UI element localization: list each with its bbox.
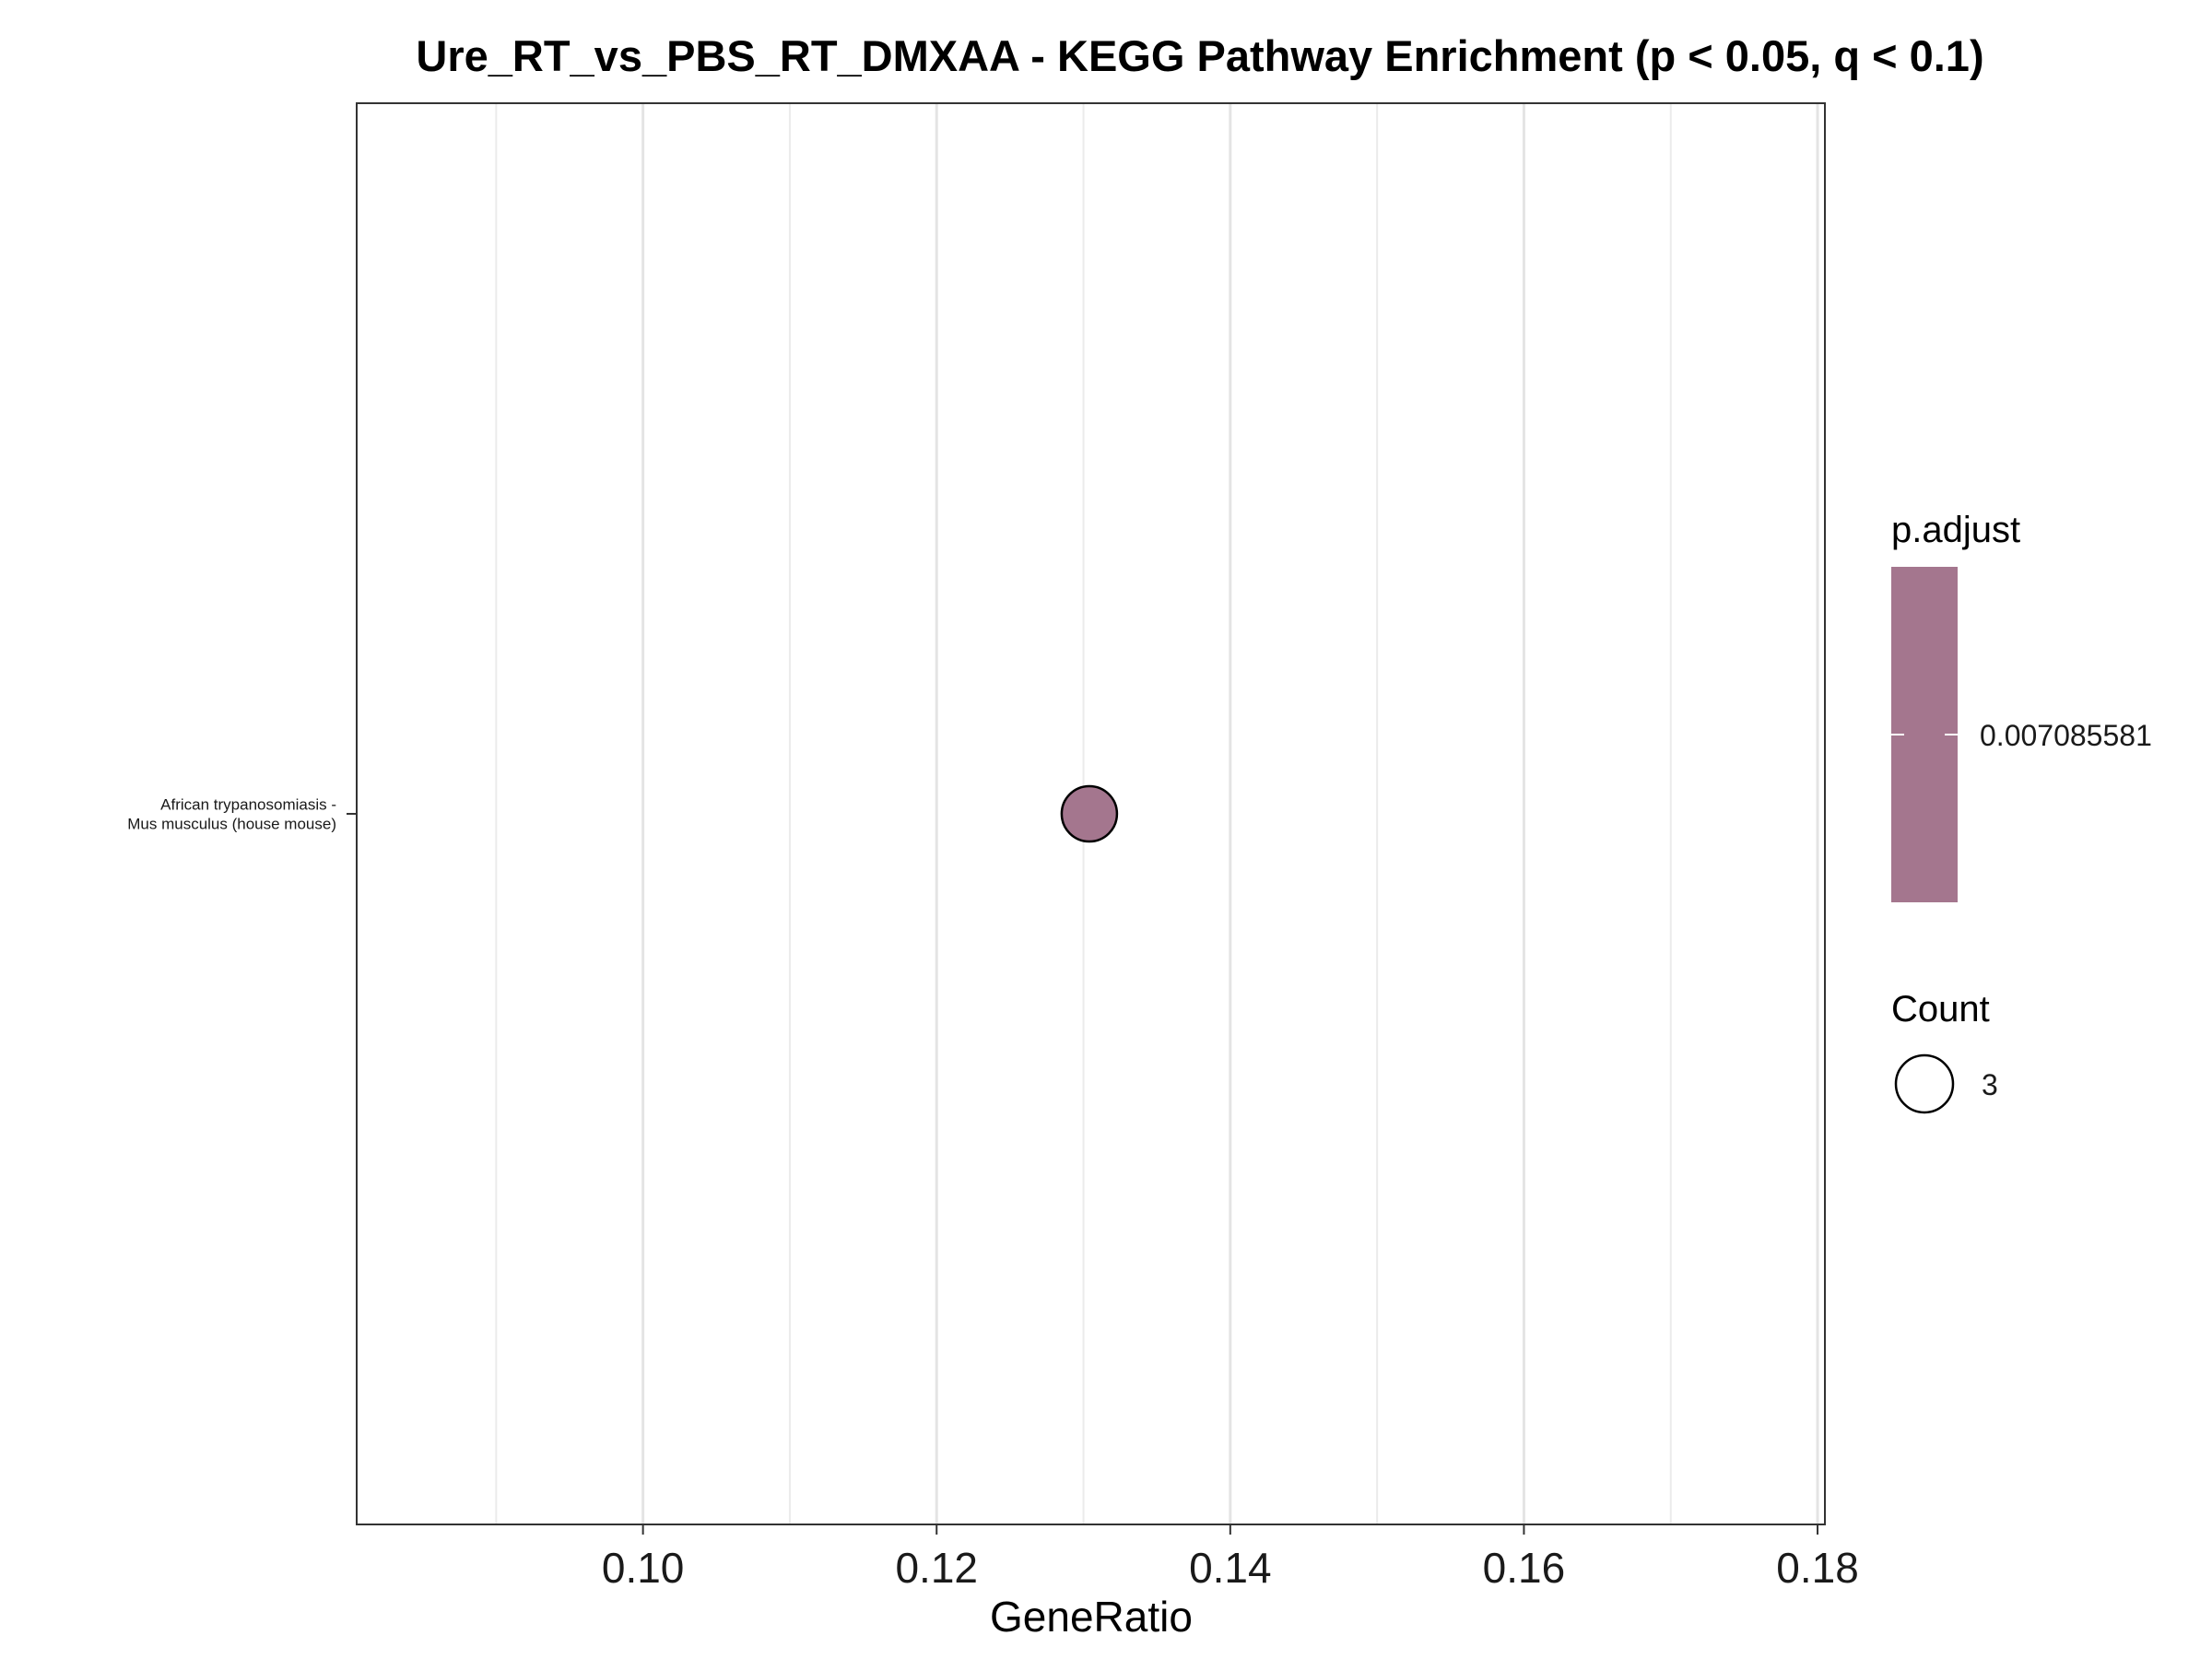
x-axis-title: GeneRatio <box>990 1593 1193 1641</box>
category-label: African trypanosomiasis - <box>160 796 336 814</box>
legend-size-title: Count <box>1891 989 1990 1030</box>
data-point <box>1060 784 1119 843</box>
legend-color-title: p.adjust <box>1891 510 2020 550</box>
category-label: Mus musculus (house mouse) <box>127 816 336 833</box>
x-tick-label: 0.16 <box>1483 1544 1566 1592</box>
x-axis-ticks: 0.10 0.12 0.14 0.16 0.18 <box>602 1524 1859 1592</box>
legend-size-label: 3 <box>1982 1068 1998 1101</box>
x-tick-label: 0.12 <box>895 1544 978 1592</box>
chart-title: Ure_RT_vs_PBS_RT_DMXAA - KEGG Pathway En… <box>416 31 1983 80</box>
legend: p.adjust 0.007085581 Count 3 <box>1891 510 2152 1114</box>
x-tick-label: 0.10 <box>602 1544 685 1592</box>
x-tick-label: 0.18 <box>1776 1544 1859 1592</box>
legend-size-circle <box>1894 1053 1955 1114</box>
data-points <box>1060 784 1119 843</box>
legend-color-label: 0.007085581 <box>1980 719 2152 752</box>
x-tick-label: 0.14 <box>1189 1544 1272 1592</box>
y-axis-labels: African trypanosomiasis - Mus musculus (h… <box>127 796 357 833</box>
